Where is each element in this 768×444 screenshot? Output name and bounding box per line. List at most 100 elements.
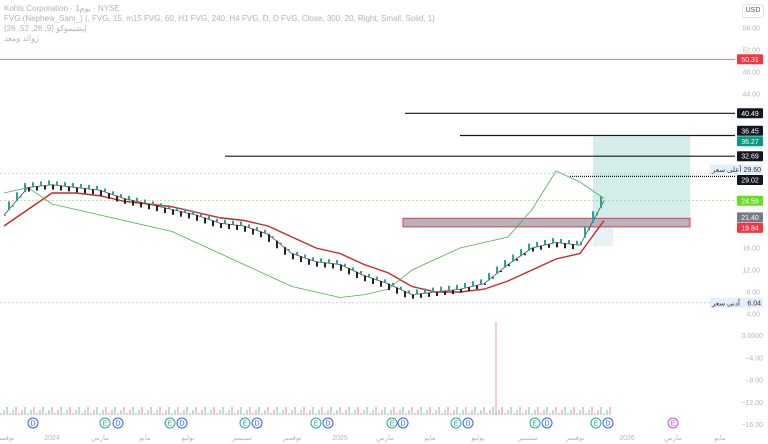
volume-bar (354, 410, 356, 415)
x-tick: 2026 (619, 435, 635, 442)
candle (20, 196, 22, 198)
candle (208, 216, 210, 220)
volume-bar (210, 410, 212, 415)
fvg-indicator-legend[interactable]: FVG (Nephew_Sam_) (, FVG, 15, m15 FVG, 6… (4, 14, 435, 23)
volume-bar (357, 407, 359, 415)
ichimoku-indicator-legend[interactable]: إيشيموكو (9, 26, 52, 26) (4, 24, 87, 33)
volume-bar (543, 410, 545, 415)
volume-bar (24, 407, 26, 415)
volume-bar (504, 413, 506, 415)
volume-bar (435, 410, 437, 415)
volume-bar (396, 413, 398, 415)
volume-bar (555, 407, 557, 415)
volume-bar (141, 407, 143, 415)
volume-bar (558, 413, 560, 415)
candle (224, 219, 226, 224)
candle (392, 283, 394, 286)
candle (12, 205, 14, 207)
volume-bar (297, 413, 299, 415)
candle (364, 275, 366, 282)
volume-bar (600, 407, 602, 415)
event-letter: E (533, 421, 538, 428)
candle (588, 227, 590, 231)
volume-bar (30, 410, 32, 415)
volume-bar (606, 410, 608, 415)
lower-y-tick: −8.00 (745, 378, 763, 385)
volume-bar (90, 413, 92, 415)
volume-bar (342, 413, 344, 415)
volume-bar (594, 413, 596, 415)
volume-bar (273, 410, 275, 415)
candle (32, 182, 34, 188)
candle (320, 258, 322, 263)
volume-bar (54, 413, 56, 415)
candle (64, 182, 66, 187)
volume-bar (420, 407, 422, 415)
volume-bar (168, 407, 170, 415)
volume-bar (312, 407, 314, 415)
volume-bar (288, 413, 290, 415)
candle (100, 190, 102, 197)
x-tick: يوليو (180, 434, 194, 442)
candle (420, 293, 422, 298)
volume-bar (525, 410, 527, 415)
volume-bar (324, 413, 326, 415)
volume-bar (198, 413, 200, 415)
candle (412, 294, 414, 299)
volume-bar (564, 407, 566, 415)
x-tick: مارس (91, 434, 109, 442)
volume-bar (588, 410, 590, 415)
volume-bar (453, 410, 455, 415)
volume-bar (519, 407, 521, 415)
candle (408, 290, 410, 293)
x-tick: نوفمبر (565, 435, 585, 442)
volume-bar (36, 413, 38, 415)
candle (352, 267, 354, 270)
volume-bar (441, 413, 443, 415)
volume-bar (150, 407, 152, 415)
volume-bar (129, 410, 131, 415)
y-tick: 8.00 (746, 290, 760, 297)
x-tick: مارس (664, 434, 682, 442)
candle (440, 286, 442, 292)
candle (8, 201, 10, 211)
volume-bar (585, 413, 587, 415)
candle (532, 248, 534, 252)
volume-bar (87, 407, 89, 415)
event-letter: E (671, 421, 676, 428)
volume-bar (183, 410, 185, 415)
candle (80, 184, 82, 188)
price-label-bg (737, 175, 763, 186)
candle (52, 184, 54, 190)
candle (308, 259, 310, 265)
volume-bar (369, 413, 371, 415)
volume-bar (216, 413, 218, 415)
event-letter: D (544, 421, 549, 428)
lower-y-tick: −16.00 (741, 422, 763, 429)
price-label-bg (737, 222, 763, 233)
candle (516, 259, 518, 261)
volume-bar (63, 413, 65, 415)
event-earnings-icon (239, 417, 251, 429)
candle (16, 192, 18, 202)
candle (452, 290, 454, 295)
volume-bar (462, 410, 464, 415)
candle (460, 289, 462, 293)
volume-bar (237, 410, 239, 415)
currency-button[interactable]: USD (742, 4, 764, 18)
event-dividend-icon (322, 417, 334, 429)
event-dividend-icon (112, 417, 124, 429)
extra-indicator-legend[interactable]: زوائد ومعد (4, 34, 39, 43)
candle (44, 185, 46, 190)
candle (92, 189, 94, 195)
event-earnings-icon (590, 417, 602, 429)
candle (248, 224, 250, 228)
volume-bar (372, 410, 374, 415)
volume-bar (270, 413, 272, 415)
candle (256, 227, 258, 231)
volume-bar (300, 410, 302, 415)
candle (156, 205, 158, 212)
event-letter: D (605, 421, 610, 428)
volume-bar (75, 410, 77, 415)
